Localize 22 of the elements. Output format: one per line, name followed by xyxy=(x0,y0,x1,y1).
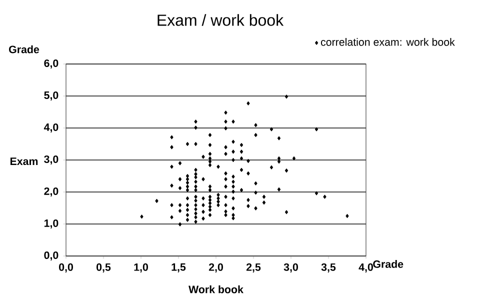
x-tick-label: 4,0 xyxy=(358,263,373,272)
x-tick-label: 1,0 xyxy=(134,263,148,272)
y-tick-label: 1,0 xyxy=(44,219,58,229)
text: Grade xyxy=(373,260,404,268)
y-tick-label: 6,0 xyxy=(44,59,58,69)
x-tick-label: 2,5 xyxy=(246,263,261,272)
y-tick-label: 3,0 xyxy=(44,155,58,165)
legend-label: correlation exam: work book xyxy=(320,38,455,46)
chart-title: Exam / work book xyxy=(158,14,284,26)
text: Grade xyxy=(9,45,40,54)
x-tick-label: 0,0 xyxy=(59,263,73,272)
x-tick-label: 0,5 xyxy=(96,263,111,272)
x-axis-title: Work book xyxy=(188,285,244,294)
x-tick-label: 3,0 xyxy=(284,263,298,272)
y-tick-label: 4,0 xyxy=(44,123,58,133)
x-tick-label: 1,5 xyxy=(172,263,186,272)
y-tick-label: 5,0 xyxy=(44,91,58,101)
x-tick-label: 3,5 xyxy=(321,263,336,272)
y-axis-title: Exam xyxy=(10,158,38,166)
y-tick-label: 2,0 xyxy=(44,187,58,197)
x-tick-label: 2,0 xyxy=(208,263,223,272)
y-tick-label: 0,0 xyxy=(44,251,58,261)
